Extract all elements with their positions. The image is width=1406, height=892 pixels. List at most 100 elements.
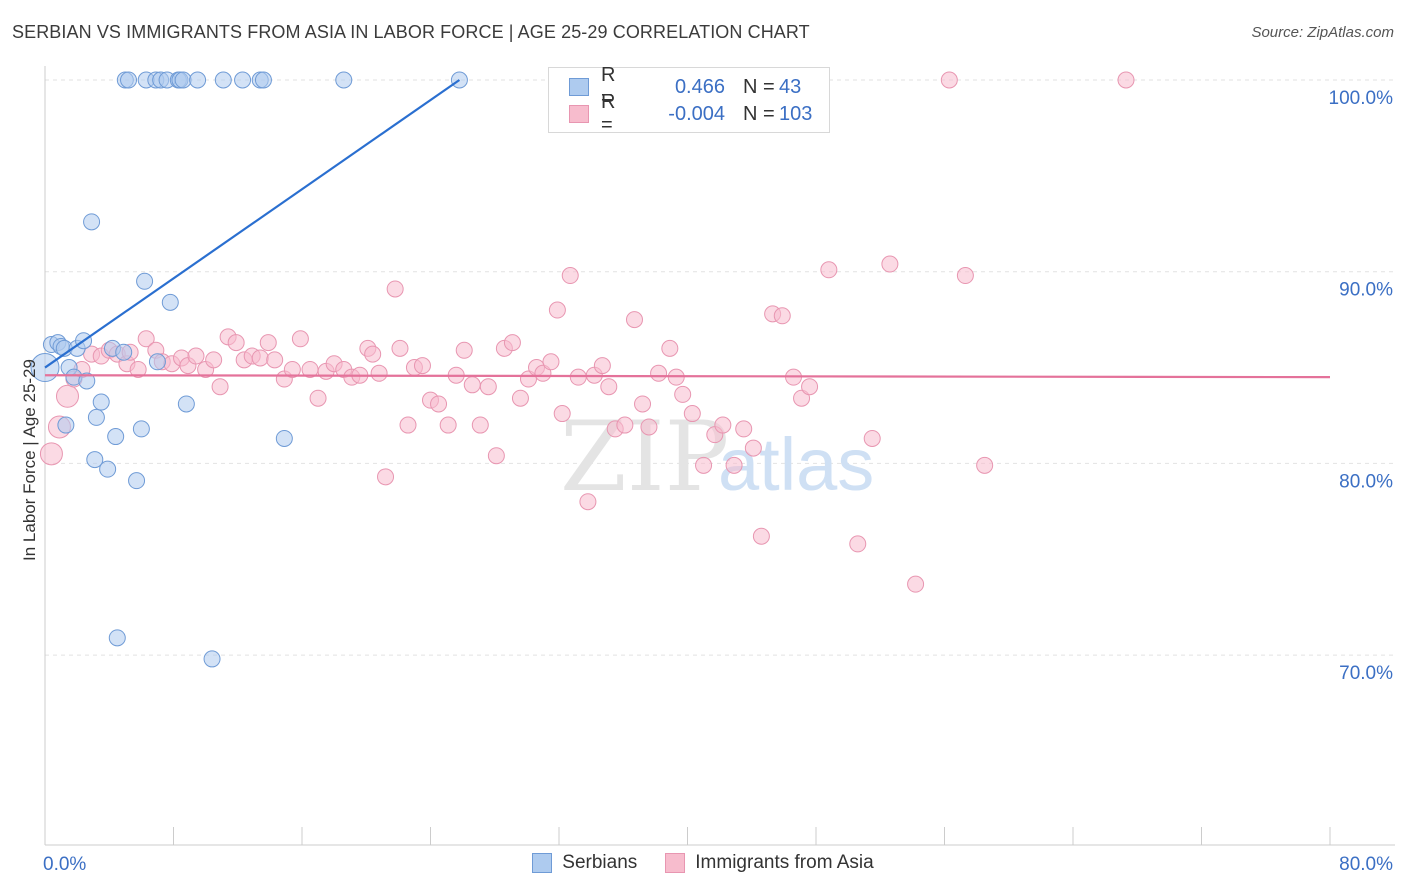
asia-point xyxy=(251,349,269,367)
asia-point xyxy=(283,360,301,378)
x-tick-label: 80.0% xyxy=(1339,854,1393,875)
asia-point xyxy=(801,378,819,396)
asia-point xyxy=(735,420,753,438)
serbian-point xyxy=(177,395,195,413)
asia-point xyxy=(616,416,634,434)
legend-row-asia: R = -0.004 N = 103 xyxy=(569,91,813,136)
correlation-legend: R = 0.466 N = 43 R = -0.004 N = 103 xyxy=(548,64,830,136)
y-tick-label: 80.0% xyxy=(1339,471,1393,492)
asia-trend-line xyxy=(44,374,1331,379)
asia-point xyxy=(561,267,579,285)
asia-point xyxy=(259,334,277,352)
asia-point xyxy=(940,71,958,89)
serbian-point xyxy=(86,451,104,469)
trend-lines xyxy=(44,79,1331,379)
serbian-point xyxy=(128,472,146,490)
legend-swatch-pink xyxy=(569,105,589,123)
serbian-point xyxy=(148,353,166,371)
asia-point xyxy=(542,353,560,371)
serbian-point xyxy=(99,460,117,478)
asia-point xyxy=(386,280,404,298)
serbian-point xyxy=(275,429,293,447)
serbian-point xyxy=(83,213,101,231)
asia-point xyxy=(548,301,566,319)
asia-point xyxy=(399,416,417,434)
legend-n-label: N = xyxy=(743,102,775,125)
serbian-point xyxy=(335,71,353,89)
serbian-point xyxy=(87,408,105,426)
serbian-point xyxy=(107,428,125,446)
asia-point xyxy=(640,418,658,436)
legend-item-label: Immigrants from Asia xyxy=(695,852,874,873)
serbian-point xyxy=(203,650,221,668)
serbian-point xyxy=(132,420,150,438)
asia-point xyxy=(137,330,155,348)
serbian-point xyxy=(254,71,272,89)
asia-point xyxy=(625,311,643,329)
asia-point xyxy=(569,368,587,386)
asia-point xyxy=(211,378,229,396)
legend-r-value: 0.466 xyxy=(674,75,725,98)
y-axis-label: In Labor Force | Age 25-29 xyxy=(20,359,39,561)
asia-point xyxy=(907,575,925,593)
y-tick-label: 90.0% xyxy=(1339,280,1393,301)
asia-point xyxy=(956,267,974,285)
legend-r-value: -0.004 xyxy=(668,102,725,125)
asia-point xyxy=(714,416,732,434)
asia-point xyxy=(1117,71,1135,89)
asia-point xyxy=(553,405,571,423)
asia-point xyxy=(744,439,762,457)
legend-item-serbians[interactable]: Serbians xyxy=(532,852,637,874)
asia-point xyxy=(463,376,481,394)
legend-n-value: 103 xyxy=(779,102,813,125)
asia-point xyxy=(661,339,679,357)
asia-point xyxy=(413,357,431,375)
asia-point xyxy=(455,341,473,359)
asia-point xyxy=(725,456,743,474)
legend-item-asia[interactable]: Immigrants from Asia xyxy=(665,852,874,874)
serbian-points xyxy=(30,71,468,668)
asia-point xyxy=(793,389,811,407)
legend-n-value: 43 xyxy=(779,75,802,98)
asia-point xyxy=(487,447,505,465)
asia-point xyxy=(205,351,223,369)
asia-point xyxy=(752,527,770,545)
asia-point xyxy=(430,395,448,413)
asia-point xyxy=(849,535,867,553)
tick-labels: 70.0% 80.0% 90.0% 100.0% 0.0% 80.0% xyxy=(43,88,1393,875)
asia-point xyxy=(129,360,147,378)
asia-point xyxy=(650,364,668,382)
asia-point xyxy=(55,384,79,408)
asia-point xyxy=(266,351,284,369)
watermark: ZIP atlas xyxy=(560,401,874,513)
serbian-point xyxy=(120,71,138,89)
asia-point xyxy=(881,255,899,273)
asia-point xyxy=(695,456,713,474)
asia-point xyxy=(503,334,521,352)
serbian-point xyxy=(57,416,75,434)
serbian-point xyxy=(115,343,133,361)
serbian-point xyxy=(174,71,192,89)
asia-point xyxy=(511,389,529,407)
asia-point xyxy=(683,405,701,423)
source-label: Source: ZipAtlas.com xyxy=(1251,24,1394,41)
asia-point xyxy=(820,261,838,279)
asia-point xyxy=(391,339,409,357)
serbian-point xyxy=(214,71,232,89)
legend-n-label: N = xyxy=(743,75,775,98)
serbian-trend-line xyxy=(44,79,461,369)
asia-point xyxy=(579,493,597,511)
asia-point xyxy=(471,416,489,434)
legend-r-label: R = xyxy=(601,64,616,109)
asia-point xyxy=(377,468,395,486)
asia-point xyxy=(187,347,205,365)
asia-points xyxy=(39,71,1135,593)
serbian-point xyxy=(92,393,110,411)
series-legend: Serbians Immigrants from Asia xyxy=(0,852,1406,874)
asia-point xyxy=(479,378,497,396)
legend-swatch-blue xyxy=(569,78,589,96)
legend-row-serbians: R = 0.466 N = 43 xyxy=(569,64,802,109)
y-tick-label: 70.0% xyxy=(1339,663,1393,684)
serbian-point xyxy=(108,629,126,647)
